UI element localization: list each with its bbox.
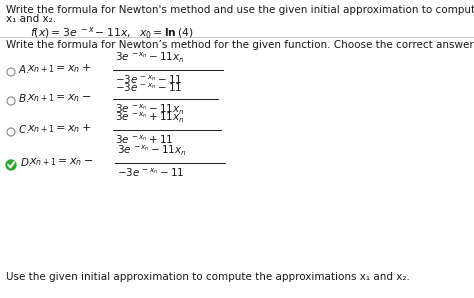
Circle shape	[6, 160, 16, 170]
Text: x₁ and x₂.: x₁ and x₂.	[6, 14, 56, 24]
Text: $\it{A.}$: $\it{A.}$	[18, 63, 30, 75]
Text: Write the formula for Newton's method and use the given initial approximation to: Write the formula for Newton's method an…	[6, 5, 474, 15]
Text: Use the given initial approximation to compute the approximations x₁ and x₂.: Use the given initial approximation to c…	[6, 272, 410, 282]
Text: $x_{n+1} = x_n -$: $x_{n+1} = x_n -$	[27, 92, 91, 104]
Text: $-3e^{\,-x_n} - 11$: $-3e^{\,-x_n} - 11$	[115, 82, 182, 94]
Text: $-3e^{\,-x_n} - 11$: $-3e^{\,-x_n} - 11$	[115, 74, 182, 86]
Text: $-3e^{\,-x_n} - 11$: $-3e^{\,-x_n} - 11$	[117, 167, 184, 179]
Text: $3e^{\,-x_n} - 11x_n$: $3e^{\,-x_n} - 11x_n$	[117, 144, 187, 158]
Text: $f(x) = 3e^{\ -x} - 11x,\ \ x_0 = \mathbf{ln}\,(4)$: $f(x) = 3e^{\ -x} - 11x,\ \ x_0 = \mathb…	[30, 25, 194, 41]
Text: $3e^{\,-x_n} + 11$: $3e^{\,-x_n} + 11$	[115, 134, 173, 146]
Text: $\it{B.}$: $\it{B.}$	[18, 92, 29, 104]
Text: Write the formula for Newton’s method for the given function. Choose the correct: Write the formula for Newton’s method fo…	[6, 40, 474, 50]
Text: $x_{n+1} = x_n +$: $x_{n+1} = x_n +$	[27, 122, 91, 135]
Text: $3e^{\,-x_n} - 11x_n$: $3e^{\,-x_n} - 11x_n$	[115, 51, 185, 65]
Text: $3e^{\,-x_n} - 11x_n$: $3e^{\,-x_n} - 11x_n$	[115, 103, 185, 117]
Text: $\it{D.}$: $\it{D.}$	[20, 156, 32, 168]
Text: $\it{C.}$: $\it{C.}$	[18, 123, 29, 135]
Text: $x_{n+1} = x_n -$: $x_{n+1} = x_n -$	[29, 156, 93, 168]
Text: $x_{n+1} = x_n +$: $x_{n+1} = x_n +$	[27, 63, 91, 75]
Text: $3e^{\,-x_n} + 11x_n$: $3e^{\,-x_n} + 11x_n$	[115, 111, 185, 125]
